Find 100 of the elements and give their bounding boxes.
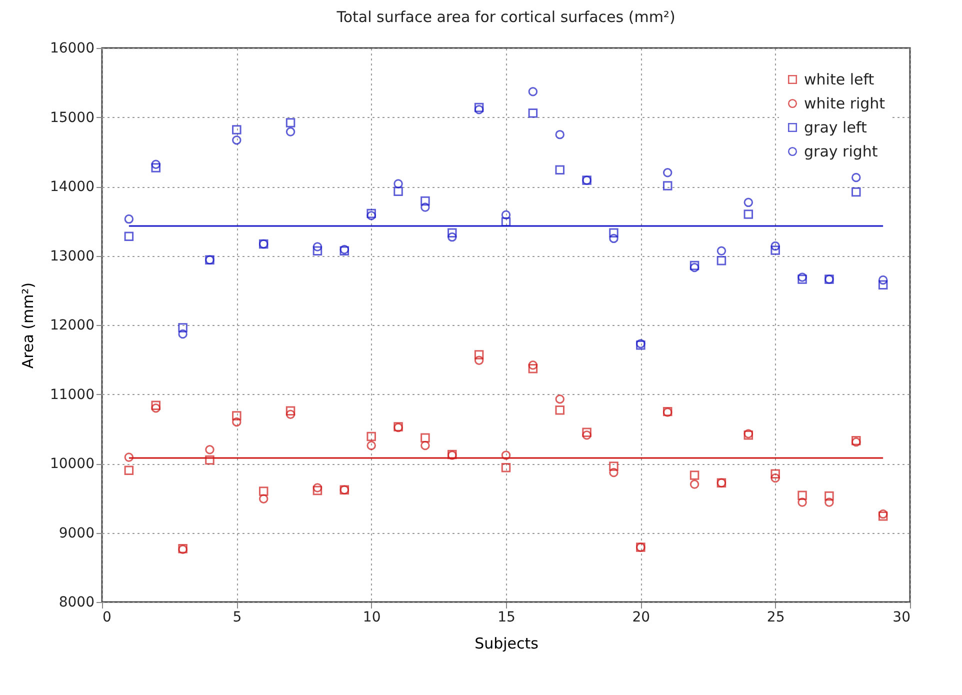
point [205,445,214,454]
point [609,228,618,238]
point [744,210,754,219]
y-tick-label: 15000 [50,110,94,126]
point [716,256,726,266]
point [124,466,134,476]
point [124,232,134,241]
y-tick-label: 8000 [58,594,94,610]
point [232,125,242,134]
point [852,172,861,182]
y-tick-label: 9000 [58,525,94,542]
point [312,242,322,252]
point [852,187,861,197]
point [716,246,726,256]
point [770,469,780,479]
point [501,217,511,226]
x-tick-label: 0 [102,610,112,626]
point [366,432,376,442]
point [824,491,834,501]
point [232,135,242,145]
chart-title: Total surface area for cortical surfaces (mm²) [336,8,676,26]
point [798,272,807,282]
point [662,168,672,178]
point [286,118,296,128]
point [798,274,807,284]
x-tick-label: 15 [498,610,516,626]
point [366,208,376,218]
point [555,165,564,175]
point [151,160,160,169]
point [474,105,484,114]
point [582,428,592,437]
point [474,356,484,365]
point [744,198,754,208]
point [609,234,618,244]
legend-label: white left [804,70,874,88]
point [798,490,807,500]
point [312,483,322,492]
point [448,228,457,238]
point [690,480,700,489]
point [555,130,564,140]
point [232,417,242,427]
x-tick-label: 10 [362,610,381,626]
x-axis-title: Subjects [474,634,539,652]
x-tick-label: 5 [232,610,242,626]
point [555,406,564,415]
point [151,403,160,413]
point [474,350,484,360]
point [420,433,430,442]
point [582,430,592,440]
point [232,411,242,420]
y-tick-label: 10000 [50,456,94,472]
point [501,450,511,460]
point [178,329,188,339]
x-tick-label: 25 [766,610,785,626]
y-tick-label: 12000 [50,318,94,334]
point [662,181,672,190]
point [609,468,618,478]
point [286,410,296,419]
point [151,400,160,410]
point [286,406,296,416]
point [878,280,888,290]
point [312,486,322,496]
point [824,498,834,507]
legend-label: gray right [804,142,878,160]
legend-label: white right [804,94,886,112]
point [420,202,430,212]
point [286,127,296,136]
point [448,232,457,242]
point [501,463,511,472]
y-tick-label: 16000 [50,40,94,56]
point [394,179,403,188]
point [878,512,888,521]
point [151,163,160,172]
point [609,462,618,471]
point [770,246,780,255]
point [770,241,780,251]
point [124,214,134,224]
point [420,440,430,450]
point [258,494,268,504]
x-tick-label: 20 [632,610,650,626]
point [528,364,538,374]
point [178,323,188,332]
point [528,360,538,370]
point [555,394,564,404]
point [474,102,484,112]
point [878,509,888,519]
point [770,473,780,483]
point [501,210,511,220]
point [205,455,214,465]
point [420,196,430,206]
point [690,470,700,480]
point [394,186,403,196]
point [366,210,376,220]
y-axis-title: Area (mm²) [18,282,37,369]
point [878,275,888,285]
x-tick-label: 30 [892,610,910,626]
point [312,246,322,256]
point [528,108,538,118]
point [528,87,538,96]
y-tick-label: 14000 [50,179,94,195]
